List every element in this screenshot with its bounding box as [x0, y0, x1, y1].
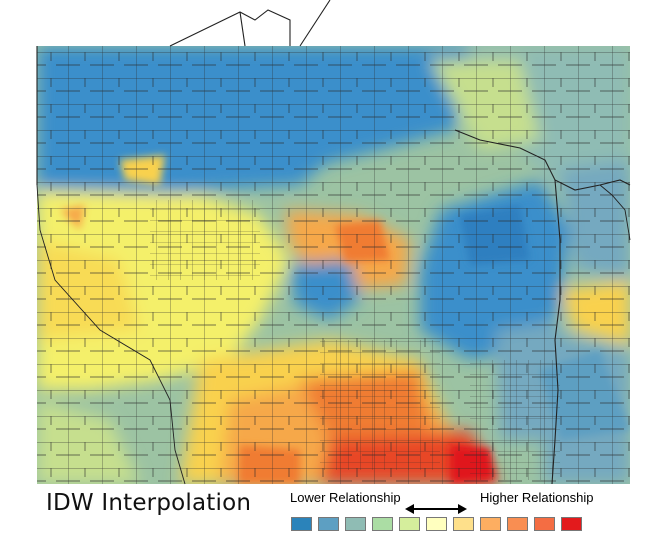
state-outline	[36, 0, 631, 485]
legend-swatch	[561, 517, 582, 531]
legend-swatch	[318, 517, 339, 531]
legend-swatch	[399, 517, 420, 531]
legend-swatch	[534, 517, 555, 531]
legend-swatch	[426, 517, 447, 531]
legend-higher-label: Higher Relationship	[480, 490, 594, 505]
legend-swatch	[507, 517, 528, 531]
double-arrow-icon	[405, 504, 467, 514]
interpolation-surface	[36, 0, 631, 485]
municipal-boundaries	[150, 200, 560, 480]
legend-swatch	[291, 517, 312, 531]
map-title: IDW Interpolation	[46, 490, 252, 516]
legend-swatch	[345, 517, 366, 531]
legend-swatch	[372, 517, 393, 531]
legend-color-scale	[291, 517, 582, 531]
legend-swatch	[453, 517, 474, 531]
legend-swatch	[480, 517, 501, 531]
legend-lower-label: Lower Relationship	[290, 490, 401, 505]
idw-map	[36, 0, 631, 485]
